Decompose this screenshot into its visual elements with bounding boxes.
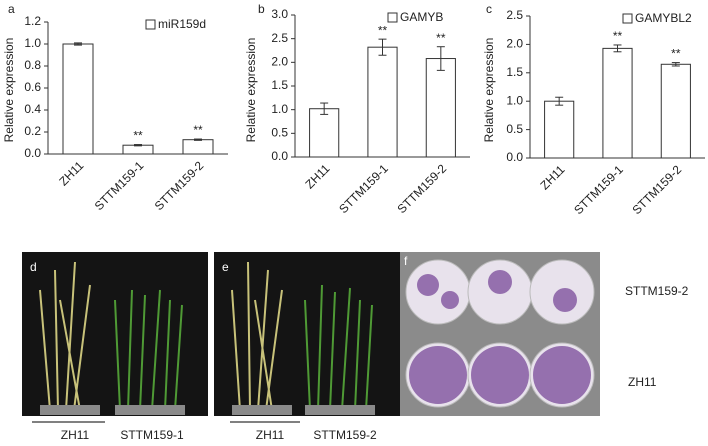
x-tick-label: ZH11 — [303, 161, 333, 191]
y-axis-label: Relative expression — [2, 38, 16, 143]
panel-label: a — [8, 2, 15, 16]
y-tick-label: 2.0 — [506, 37, 523, 51]
bar — [367, 46, 398, 158]
photo-d — [22, 252, 208, 423]
photo-label: STTM159-2 — [313, 428, 377, 442]
y-tick-label: 0.5 — [271, 126, 288, 140]
legend-label: GAMYBL2 — [635, 11, 692, 25]
y-tick-label: 0.8 — [24, 58, 41, 72]
panel-label: d — [30, 260, 37, 274]
photo-e — [214, 252, 402, 423]
bar — [62, 43, 94, 155]
photo-label: ZH11 — [256, 428, 285, 442]
panel-label: e — [222, 260, 229, 274]
y-tick-label: 1.5 — [506, 65, 523, 79]
x-tick-label: ZH11 — [56, 158, 86, 188]
photo-label: STTM159-2 — [625, 284, 689, 298]
x-tick-label: STTM159-2 — [152, 158, 207, 213]
y-axis-label: Relative expression — [482, 38, 496, 143]
y-tick-label: 0.0 — [506, 150, 523, 164]
significance: ** — [378, 23, 388, 37]
panel-label: f — [404, 254, 408, 268]
photo-label: ZH11 — [628, 375, 657, 389]
significance: ** — [133, 129, 143, 143]
x-tick-label: STTM159-1 — [336, 161, 391, 216]
significance: ** — [613, 29, 623, 43]
photo-f — [400, 252, 600, 416]
panel-label: b — [258, 2, 265, 16]
bar — [309, 108, 340, 158]
significance: ** — [671, 47, 681, 61]
photo-label: STTM159-1 — [120, 428, 184, 442]
y-tick-label: 1.2 — [24, 14, 41, 28]
x-tick-label: ZH11 — [538, 162, 568, 192]
legend-label: miR159d — [158, 17, 206, 31]
y-tick-label: 1.0 — [24, 36, 41, 50]
significance: ** — [436, 31, 446, 45]
y-tick-label: 0.0 — [24, 146, 41, 160]
legend-swatch — [145, 19, 156, 30]
legend-swatch — [622, 13, 633, 24]
bar — [660, 63, 691, 159]
bar — [425, 58, 456, 158]
y-tick-label: 1.0 — [506, 93, 523, 107]
significance: ** — [193, 123, 203, 137]
x-tick-label: STTM159-2 — [629, 162, 684, 217]
x-tick-label: STTM159-1 — [571, 162, 626, 217]
y-tick-label: 2.5 — [271, 31, 288, 45]
y-tick-label: 2.0 — [271, 55, 288, 69]
panel-label: c — [486, 2, 492, 16]
y-tick-label: 0.5 — [506, 122, 523, 136]
bar — [544, 100, 575, 159]
y-tick-label: 1.0 — [271, 102, 288, 116]
y-tick-label: 0.2 — [24, 124, 41, 138]
legend-swatch — [387, 12, 398, 23]
x-tick-label: STTM159-2 — [394, 161, 449, 216]
y-tick-label: 2.5 — [506, 8, 523, 22]
bar — [182, 139, 214, 155]
bar — [602, 47, 633, 159]
y-tick-label: 0.4 — [24, 102, 41, 116]
y-tick-label: 0.0 — [271, 149, 288, 163]
y-tick-label: 1.5 — [271, 78, 288, 92]
y-tick-label: 3.0 — [271, 7, 288, 21]
bar — [122, 144, 154, 155]
legend-label: GAMYB — [400, 10, 443, 24]
y-axis-label: Relative expression — [244, 38, 258, 143]
x-tick-label: STTM159-1 — [92, 158, 147, 213]
y-tick-label: 0.6 — [24, 80, 41, 94]
photo-label: ZH11 — [61, 428, 90, 442]
